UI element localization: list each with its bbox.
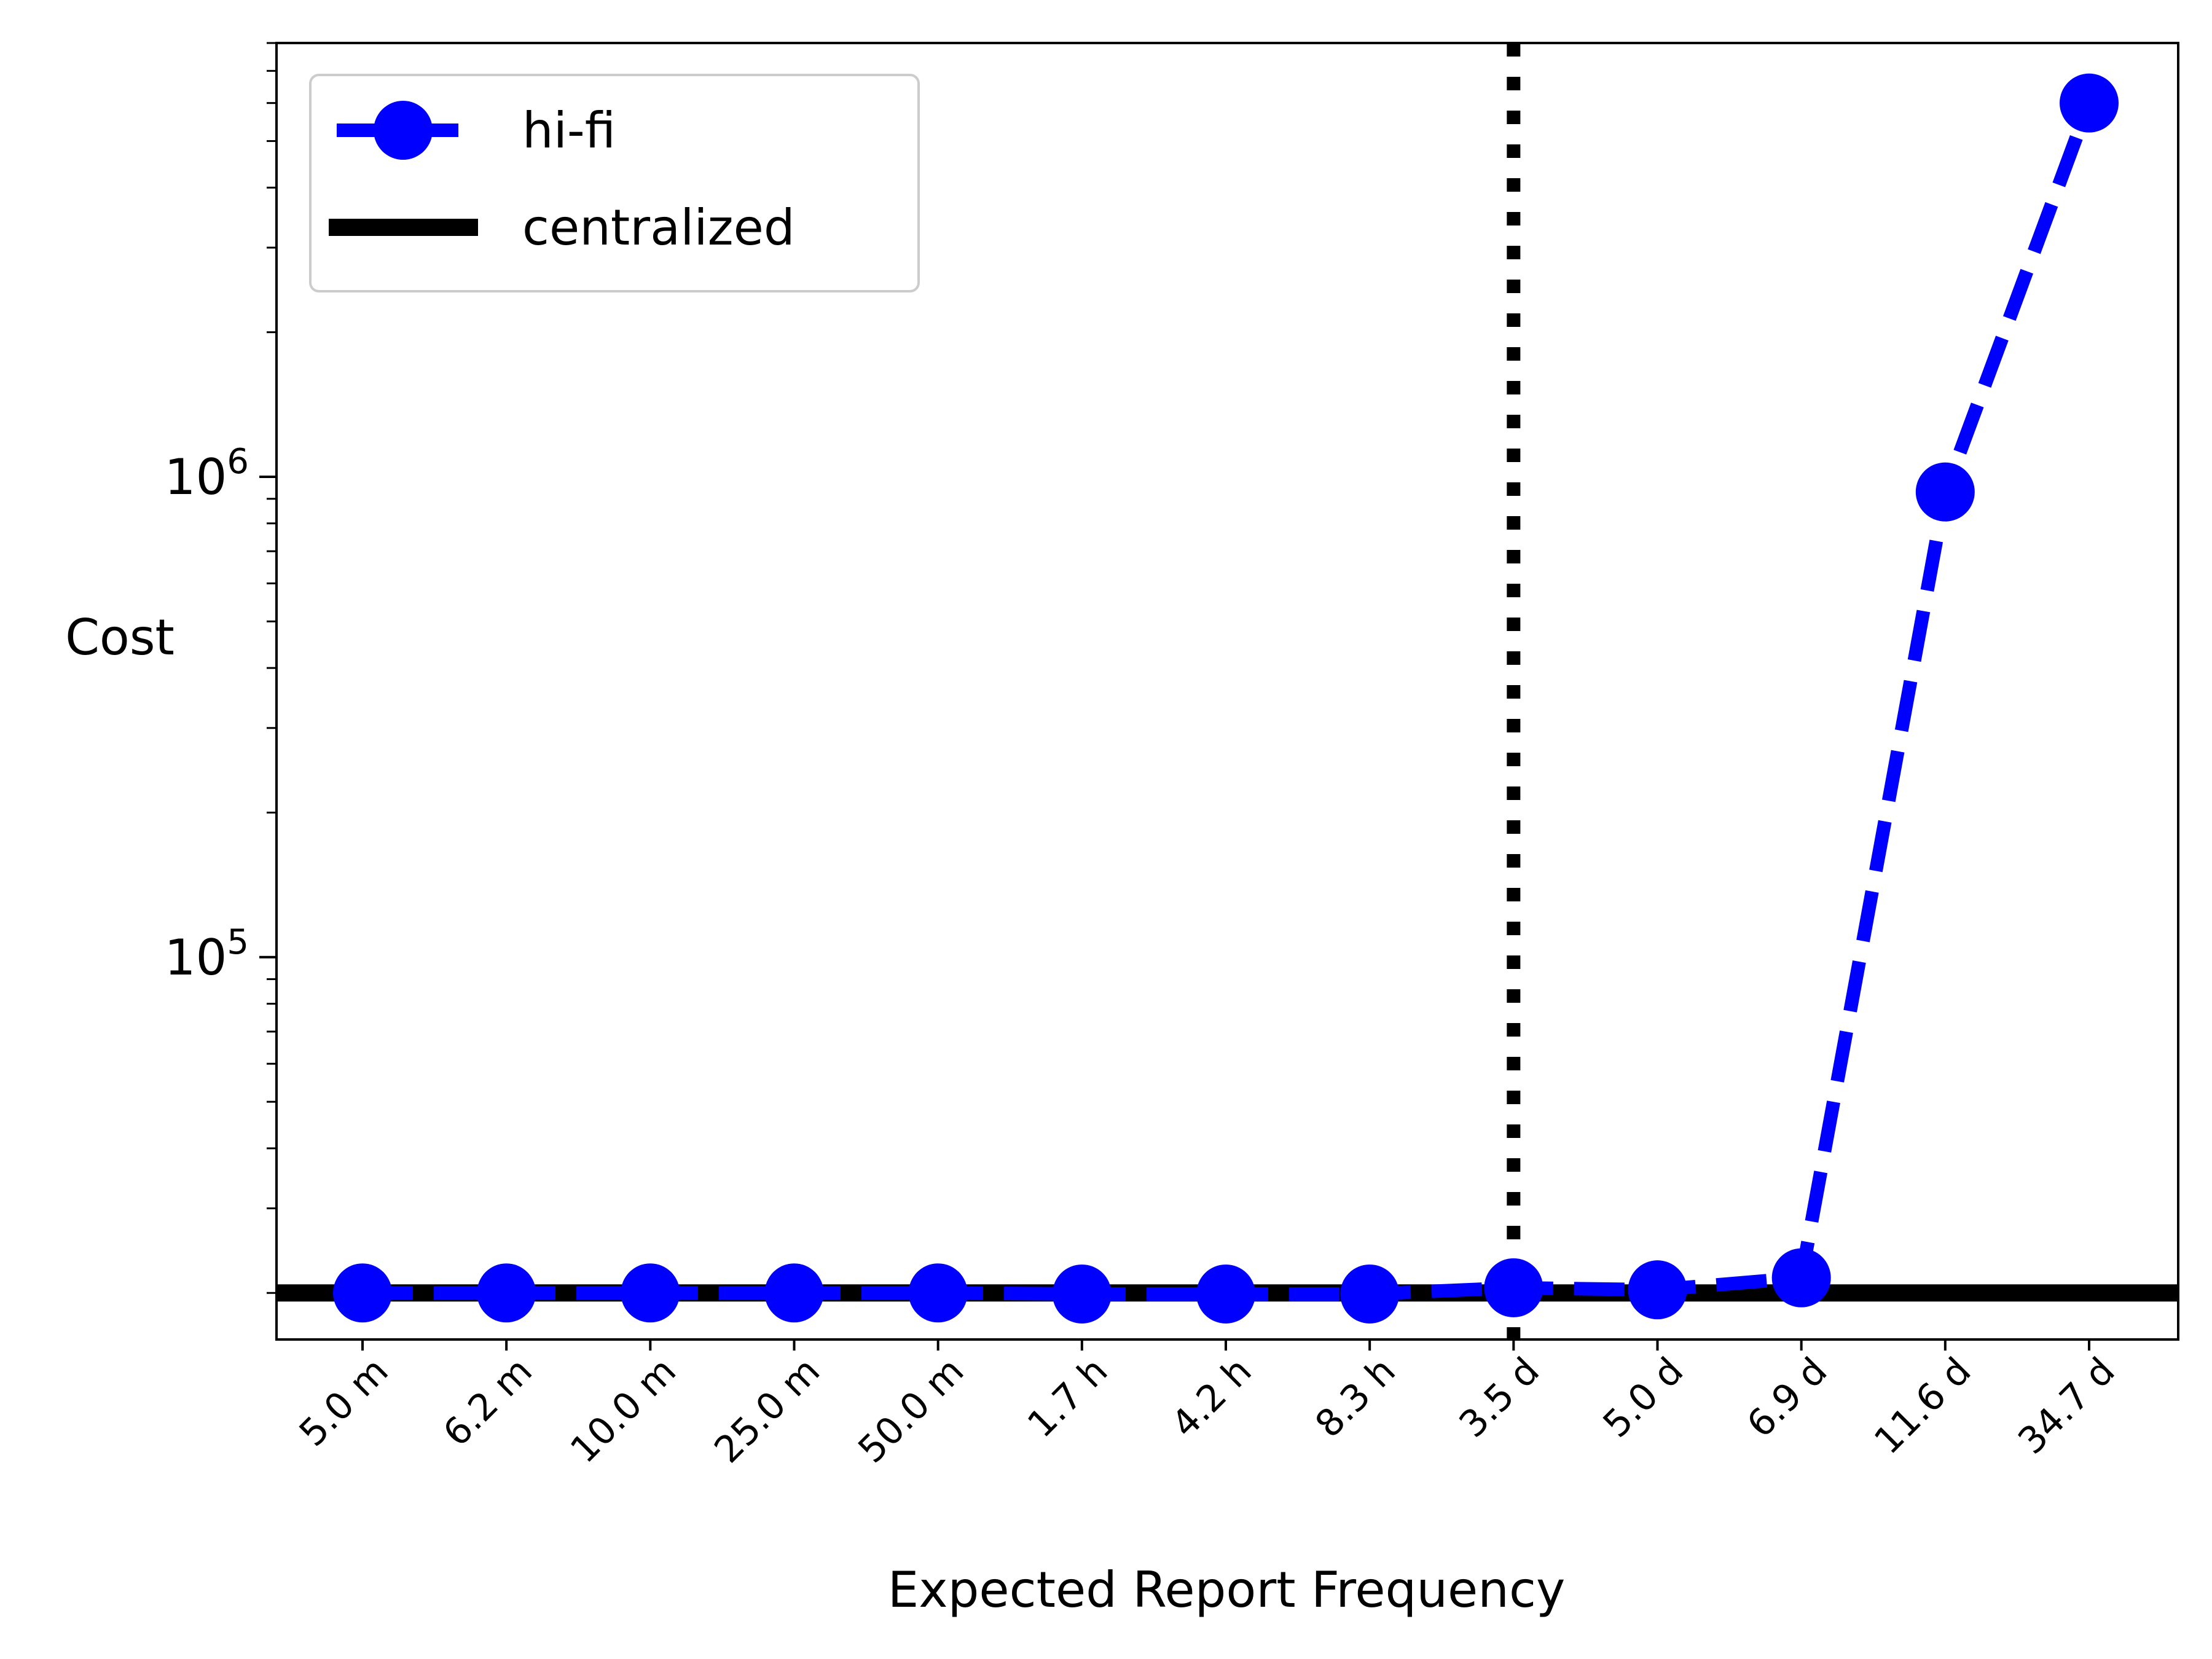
hifi-point-3-5-d — [1484, 1258, 1543, 1317]
hifi-point-10-0-m — [621, 1263, 680, 1323]
hifi-point-4-2-h — [1196, 1264, 1255, 1324]
hifi-point-34-7-d — [2060, 73, 2119, 133]
hifi-point-6-9-d — [1771, 1248, 1831, 1308]
plot-area — [276, 43, 2178, 1339]
hifi-point-6-2-m — [477, 1263, 536, 1323]
x-axis-title: Expected Report Frequency — [888, 1561, 1566, 1618]
hifi-point-5-0-m — [333, 1263, 392, 1323]
hifi-point-5-0-d — [1628, 1260, 1687, 1320]
y-axis-title: Cost — [65, 609, 175, 666]
hifi-point-1-7-h — [1052, 1264, 1112, 1324]
hifi-point-50-0-m — [908, 1263, 968, 1323]
legend-label-hifi: hi-fi — [522, 102, 616, 159]
legend-box — [309, 74, 920, 292]
hifi-point-11-6-d — [1915, 462, 1975, 522]
y-tick-label: 105 — [165, 922, 249, 986]
legend: hi-fi centralized — [309, 74, 920, 292]
legend-hifi-marker — [374, 101, 433, 160]
hifi-point-25-0-m — [764, 1263, 824, 1323]
plot-frame — [275, 42, 2179, 1341]
legend-label-centralized: centralized — [522, 199, 795, 256]
hifi-point-8-3-h — [1340, 1264, 1400, 1324]
y-tick-label: 106 — [165, 442, 249, 506]
